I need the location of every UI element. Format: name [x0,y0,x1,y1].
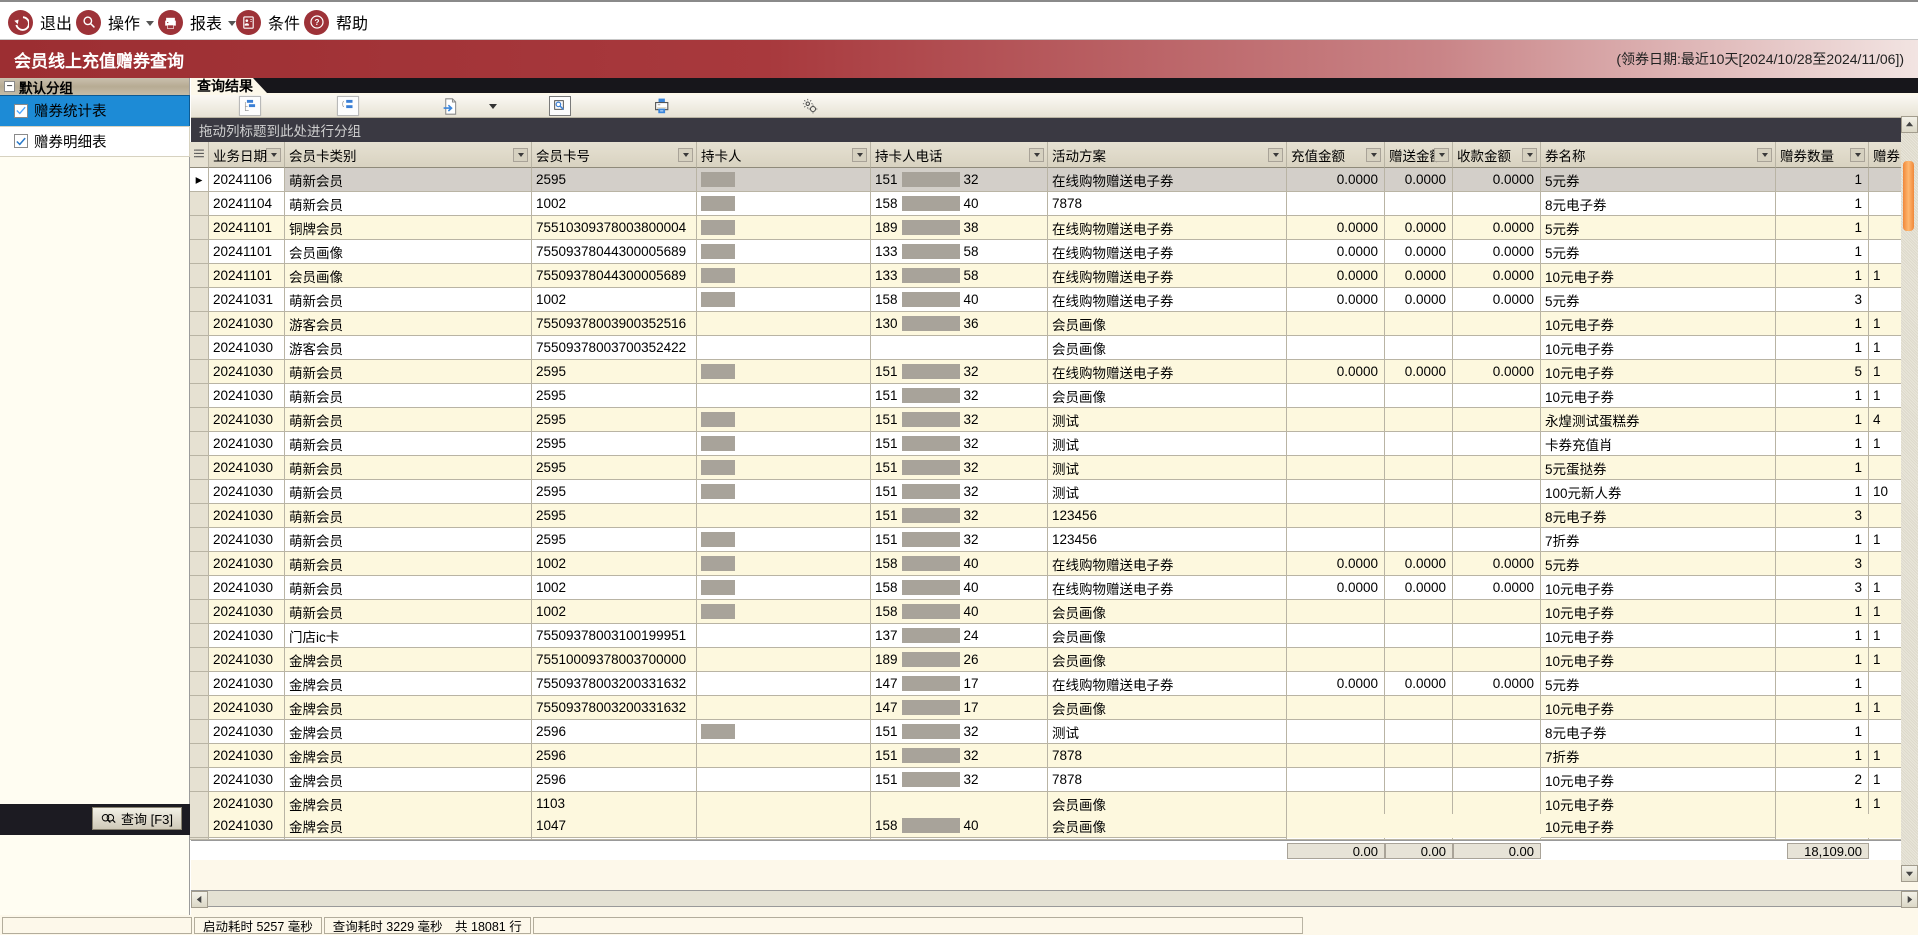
svg-text:?: ? [314,18,319,27]
